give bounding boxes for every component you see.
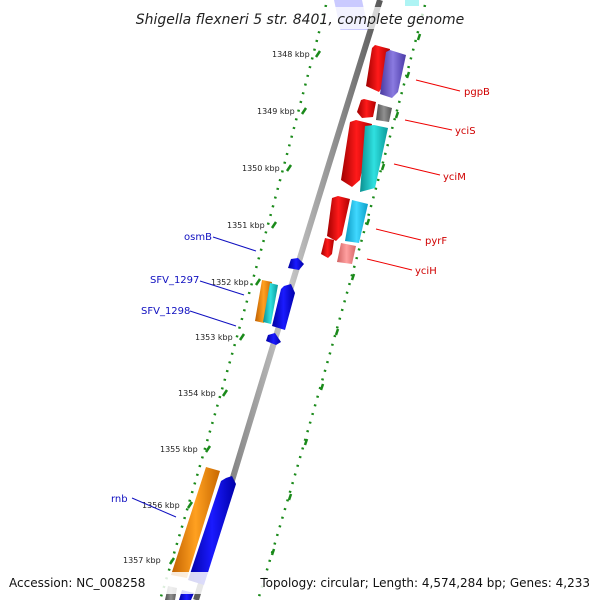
outer-major-ticks bbox=[270, 33, 422, 556]
gene-pgpB[interactable] bbox=[380, 50, 406, 98]
gene-yciS[interactable] bbox=[376, 104, 392, 122]
forward-gene-labels: pgpB yciS yciM pyrF yciH bbox=[366, 79, 490, 277]
tick-label: 1349 kbp bbox=[257, 107, 295, 116]
gene-SFV_1298[interactable] bbox=[272, 284, 295, 330]
forward-genes bbox=[321, 45, 406, 264]
label-SFV_1298[interactable]: SFV_1298 bbox=[141, 306, 190, 317]
label-pgpB[interactable]: pgpB bbox=[464, 87, 490, 98]
gene-cyan-rev[interactable] bbox=[263, 283, 278, 324]
leader-line bbox=[131, 497, 177, 518]
label-SFV_1297[interactable]: SFV_1297 bbox=[150, 275, 199, 286]
leader-line bbox=[415, 79, 461, 92]
leader-line bbox=[404, 119, 453, 131]
gene-yciH[interactable] bbox=[337, 243, 356, 264]
gene-SFV_1297[interactable] bbox=[255, 280, 272, 323]
tick-label: 1354 kbp bbox=[178, 389, 216, 398]
gene-osmB[interactable] bbox=[288, 258, 304, 270]
tick-label: 1355 kbp bbox=[160, 445, 198, 454]
reverse-gene-labels: osmB SFV_1297 SFV_1298 rnb bbox=[111, 232, 257, 518]
tick-label: 1353 kbp bbox=[195, 333, 233, 342]
gene-rnb[interactable] bbox=[188, 476, 236, 585]
title-backdrop bbox=[135, 7, 465, 29]
map-title: Shigella flexneri 5 str. 8401, complete … bbox=[136, 12, 465, 28]
leader-line bbox=[189, 310, 237, 327]
leader-line bbox=[212, 236, 257, 252]
faded-cyan-feature bbox=[405, 0, 419, 6]
label-rnb[interactable]: rnb bbox=[111, 494, 128, 505]
leader-line bbox=[375, 228, 422, 241]
tick-label: 1356 kbp bbox=[142, 501, 180, 510]
outer-tick-track bbox=[256, 4, 427, 600]
tick-label: 1357 kbp bbox=[123, 556, 161, 565]
label-yciH[interactable]: yciH bbox=[415, 266, 437, 277]
gene-red-4[interactable] bbox=[327, 196, 350, 241]
tick-label: 1348 kbp bbox=[272, 50, 310, 59]
gene-blue-small[interactable] bbox=[266, 333, 281, 345]
inner-major-ticks bbox=[168, 50, 322, 565]
gene-red-2[interactable] bbox=[357, 99, 376, 118]
label-yciS[interactable]: yciS bbox=[455, 126, 476, 137]
leader-line bbox=[393, 163, 441, 176]
genome-info-text: Topology: circular; Length: 4,574,284 bp… bbox=[259, 576, 590, 590]
accession-text: Accession: NC_008258 bbox=[9, 576, 145, 590]
label-osmB[interactable]: osmB bbox=[184, 232, 212, 243]
gene-orange-large[interactable] bbox=[171, 467, 220, 578]
gene-pyrF[interactable] bbox=[345, 200, 368, 243]
label-yciM[interactable]: yciM bbox=[443, 172, 466, 183]
label-pyrF[interactable]: pyrF bbox=[425, 236, 447, 247]
tick-label: 1352 kbp bbox=[211, 278, 249, 287]
tick-label: 1350 kbp bbox=[242, 164, 280, 173]
leader-line bbox=[366, 258, 413, 271]
leader-line bbox=[199, 280, 245, 296]
gene-red-5[interactable] bbox=[321, 238, 334, 258]
gene-yciM[interactable] bbox=[360, 125, 388, 192]
tick-labels: 1348 kbp 1349 kbp 1350 kbp 1351 kbp 1352… bbox=[123, 50, 310, 565]
tick-label: 1351 kbp bbox=[227, 221, 265, 230]
footer-backdrop bbox=[0, 572, 600, 594]
inner-tick-track bbox=[158, 4, 328, 600]
